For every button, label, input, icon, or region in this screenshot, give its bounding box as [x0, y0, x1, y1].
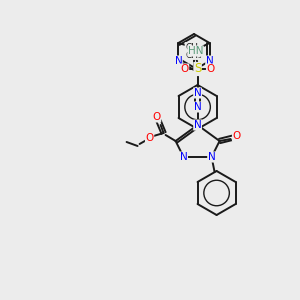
Text: N: N [206, 56, 214, 66]
Text: N: N [175, 56, 182, 66]
Text: O: O [232, 131, 241, 141]
Text: CH₃: CH₃ [185, 43, 202, 52]
Text: N: N [194, 102, 202, 112]
Text: HN: HN [188, 46, 203, 56]
Text: N: N [180, 152, 188, 162]
Text: N: N [208, 152, 215, 162]
Text: O: O [146, 133, 154, 143]
Text: S: S [194, 62, 201, 76]
Text: N: N [194, 120, 202, 130]
Text: O: O [181, 64, 189, 74]
Text: N: N [194, 88, 202, 98]
Text: CH₃: CH₃ [186, 50, 202, 59]
Text: O: O [206, 64, 215, 74]
Text: O: O [152, 112, 161, 122]
